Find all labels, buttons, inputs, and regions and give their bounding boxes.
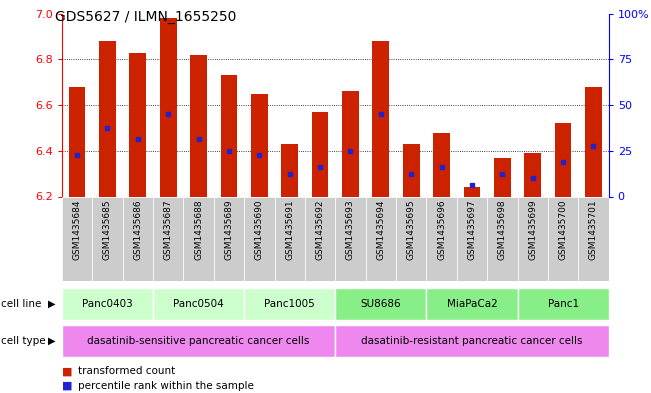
Text: GSM1435690: GSM1435690 bbox=[255, 199, 264, 260]
Text: dasatinib-sensitive pancreatic cancer cells: dasatinib-sensitive pancreatic cancer ce… bbox=[87, 336, 310, 346]
Bar bbox=[372, 41, 389, 196]
Text: ■: ■ bbox=[62, 381, 72, 391]
Bar bbox=[335, 288, 426, 320]
Text: GSM1435693: GSM1435693 bbox=[346, 199, 355, 260]
Bar bbox=[335, 196, 366, 281]
Text: Panc0403: Panc0403 bbox=[82, 299, 133, 309]
Bar bbox=[122, 196, 153, 281]
Bar bbox=[221, 75, 237, 196]
Bar bbox=[464, 187, 480, 196]
Bar bbox=[342, 92, 359, 196]
Bar bbox=[251, 94, 268, 196]
Text: GSM1435689: GSM1435689 bbox=[225, 199, 234, 260]
Text: GSM1435698: GSM1435698 bbox=[498, 199, 507, 260]
Bar bbox=[487, 196, 518, 281]
Text: GSM1435692: GSM1435692 bbox=[316, 199, 325, 259]
Bar bbox=[548, 196, 578, 281]
Text: GDS5627 / ILMN_1655250: GDS5627 / ILMN_1655250 bbox=[55, 10, 237, 24]
Text: percentile rank within the sample: percentile rank within the sample bbox=[78, 381, 254, 391]
Bar bbox=[335, 325, 609, 357]
Text: transformed count: transformed count bbox=[78, 366, 175, 376]
Bar bbox=[312, 112, 329, 196]
Text: Panc0504: Panc0504 bbox=[173, 299, 224, 309]
Text: GSM1435697: GSM1435697 bbox=[467, 199, 477, 260]
Text: GSM1435695: GSM1435695 bbox=[407, 199, 416, 260]
Text: GSM1435685: GSM1435685 bbox=[103, 199, 112, 260]
Bar bbox=[457, 196, 487, 281]
Bar bbox=[153, 288, 244, 320]
Text: GSM1435688: GSM1435688 bbox=[194, 199, 203, 260]
Text: ■: ■ bbox=[62, 366, 72, 376]
Bar bbox=[130, 53, 146, 196]
Bar bbox=[426, 196, 457, 281]
Bar bbox=[153, 196, 184, 281]
Bar bbox=[578, 196, 609, 281]
Text: GSM1435684: GSM1435684 bbox=[72, 199, 81, 259]
Bar bbox=[555, 123, 572, 196]
Text: ▶: ▶ bbox=[48, 299, 55, 309]
Text: GSM1435696: GSM1435696 bbox=[437, 199, 446, 260]
Text: GSM1435687: GSM1435687 bbox=[163, 199, 173, 260]
Bar bbox=[518, 288, 609, 320]
Bar bbox=[159, 18, 176, 196]
Text: SU8686: SU8686 bbox=[361, 299, 401, 309]
Bar bbox=[305, 196, 335, 281]
Bar bbox=[62, 288, 153, 320]
Bar bbox=[518, 196, 548, 281]
Bar bbox=[281, 144, 298, 196]
Text: MiaPaCa2: MiaPaCa2 bbox=[447, 299, 497, 309]
Bar bbox=[184, 196, 214, 281]
Text: dasatinib-resistant pancreatic cancer cells: dasatinib-resistant pancreatic cancer ce… bbox=[361, 336, 583, 346]
Bar bbox=[62, 325, 335, 357]
Bar bbox=[244, 196, 275, 281]
Bar bbox=[366, 196, 396, 281]
Text: GSM1435700: GSM1435700 bbox=[559, 199, 568, 260]
Text: Panc1: Panc1 bbox=[547, 299, 579, 309]
Text: GSM1435694: GSM1435694 bbox=[376, 199, 385, 259]
Bar bbox=[190, 55, 207, 196]
Bar bbox=[525, 153, 541, 196]
Bar bbox=[426, 288, 518, 320]
Bar bbox=[434, 132, 450, 196]
Bar bbox=[92, 196, 122, 281]
Bar bbox=[69, 87, 85, 196]
Bar bbox=[99, 41, 116, 196]
Text: cell line: cell line bbox=[1, 299, 42, 309]
Bar bbox=[214, 196, 244, 281]
Bar bbox=[494, 158, 510, 196]
Bar bbox=[275, 196, 305, 281]
Text: GSM1435701: GSM1435701 bbox=[589, 199, 598, 260]
Bar bbox=[62, 196, 92, 281]
Bar bbox=[585, 87, 602, 196]
Text: ▶: ▶ bbox=[48, 336, 55, 346]
Bar bbox=[403, 144, 419, 196]
Bar bbox=[244, 288, 335, 320]
Text: GSM1435699: GSM1435699 bbox=[528, 199, 537, 260]
Text: GSM1435691: GSM1435691 bbox=[285, 199, 294, 260]
Text: Panc1005: Panc1005 bbox=[264, 299, 315, 309]
Text: cell type: cell type bbox=[1, 336, 46, 346]
Bar bbox=[396, 196, 426, 281]
Text: GSM1435686: GSM1435686 bbox=[133, 199, 143, 260]
